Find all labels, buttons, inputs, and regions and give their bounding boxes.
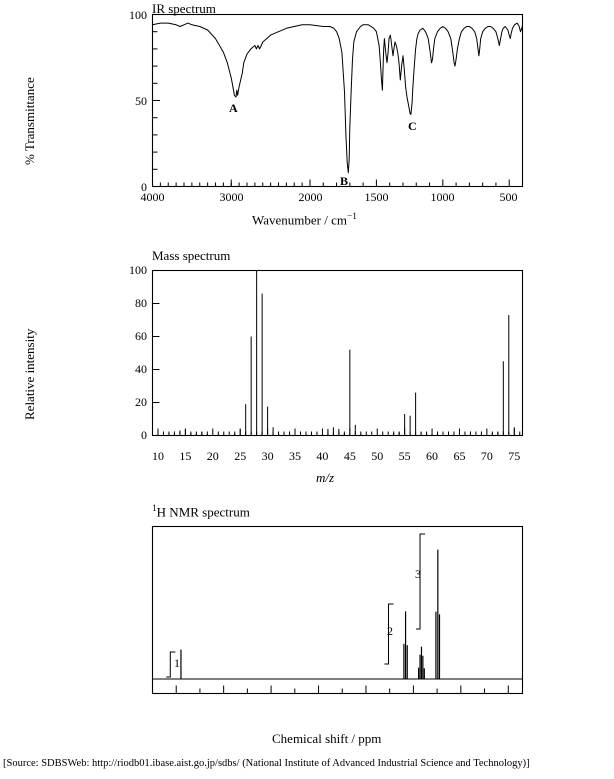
ms-xtick-50: 50 [371,449,384,463]
ms-x-axis-label: m/z [316,470,335,485]
nmr-plot-area [151,525,524,695]
ir-ytick-0: 0 [141,180,147,194]
ms-xtick-15: 15 [179,449,192,463]
ms-ytick-40: 40 [135,362,147,376]
ir-plot-area [151,13,524,188]
ms-xtick-25: 25 [234,449,247,463]
nmr-title-superscript: 1 [152,504,157,514]
ms-ytick-80: 80 [135,296,147,310]
ir-ytick-50: 50 [135,94,147,108]
ir-xtick-1000: 1000 [430,190,455,204]
ms-xtick-20: 20 [206,449,219,463]
ms-ytick-20: 20 [135,395,147,409]
ms-xtick-55: 55 [398,449,411,463]
ir-panel-title: IR spectrum [152,1,216,16]
ms-xtick-30: 30 [261,449,274,463]
nmr-integral-label-2: 2 [387,624,393,638]
ir-x-axis-label-exponent: −1 [346,212,357,222]
ir-x-axis-label-text: Wavenumber / cm [252,212,347,228]
ir-annotation-b: B [340,174,349,188]
ms-ytick-0: 0 [141,428,147,442]
ms-panel-title: Mass spectrum [152,248,231,263]
ms-xtick-60: 60 [426,449,439,463]
ms-xtick-10: 10 [151,449,164,463]
ir-xtick-1500: 1500 [364,190,389,204]
ms-ytick-100: 100 [129,263,147,277]
ms-xtick-40: 40 [316,449,329,463]
ir-annotation-c: C [408,119,417,133]
ms-xtick-70: 70 [480,449,493,463]
ms-plot-area [151,269,524,437]
ms-ytick-60: 60 [135,329,147,343]
nmr-integral-label-1: 1 [174,656,180,670]
ir-xtick-4000: 4000 [140,190,165,204]
ir-xtick-2000: 2000 [298,190,323,204]
nmr-integral-label-3: 3 [415,567,421,581]
nmr-title-text: H NMR spectrum [156,504,250,520]
nmr-x-axis-label: Chemical shift / ppm [272,731,382,746]
ir-xtick-3000: 3000 [219,190,244,204]
ir-x-axis-label: Wavenumber / cm−1 [252,212,357,228]
ms-xtick-35: 35 [289,449,302,463]
ms-xtick-75: 75 [508,449,521,463]
ir-xtick-500: 500 [499,190,518,204]
ms-xtick-65: 65 [453,449,466,463]
source-note: [Source: SDBSWeb: http://riodb01.ibase.a… [3,758,530,769]
ir-ytick-100: 100 [129,8,147,22]
ms-xtick-45: 45 [343,449,356,463]
nmr-panel-title: 1H NMR spectrum [152,504,250,520]
ir-annotation-a: A [229,101,238,115]
